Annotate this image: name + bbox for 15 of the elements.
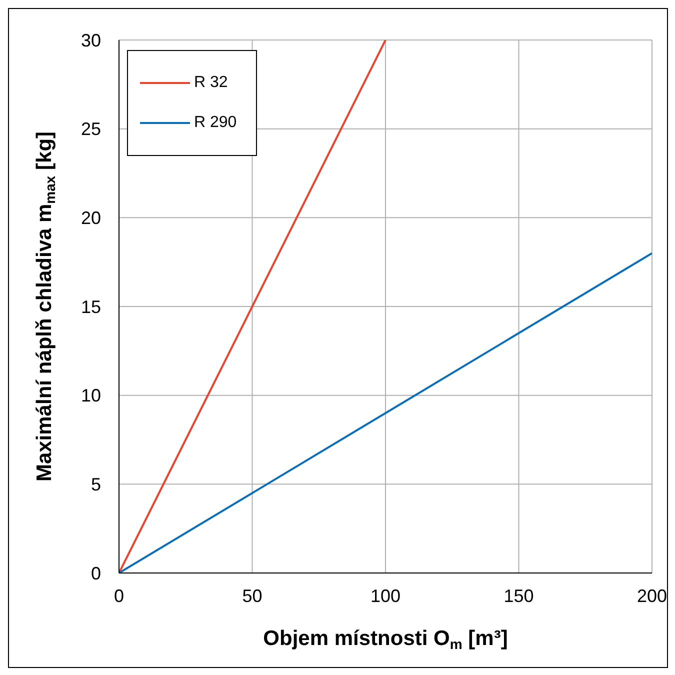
y-tick-label: 30 (80, 30, 101, 50)
y-tick-label: 5 (90, 474, 101, 495)
y-tick-label: 0 (90, 563, 101, 584)
x-tick-label: 150 (504, 586, 534, 606)
x-tick-label: 200 (636, 586, 668, 606)
legend-label: R 290 (194, 114, 237, 132)
y-tick-label: 25 (80, 119, 101, 140)
y-tick-label: 10 (80, 386, 101, 406)
legend-label: R 32 (194, 74, 228, 92)
x-axis-title: Objem místnosti O$_{m}$ [m³] (263, 627, 508, 652)
y-tick-label: 20 (80, 208, 101, 228)
x-tick-label: 0 (114, 586, 124, 606)
x-tick-label: 100 (370, 586, 401, 606)
y-tick-label: 15 (80, 296, 101, 317)
x-tick-label: 50 (242, 586, 262, 606)
